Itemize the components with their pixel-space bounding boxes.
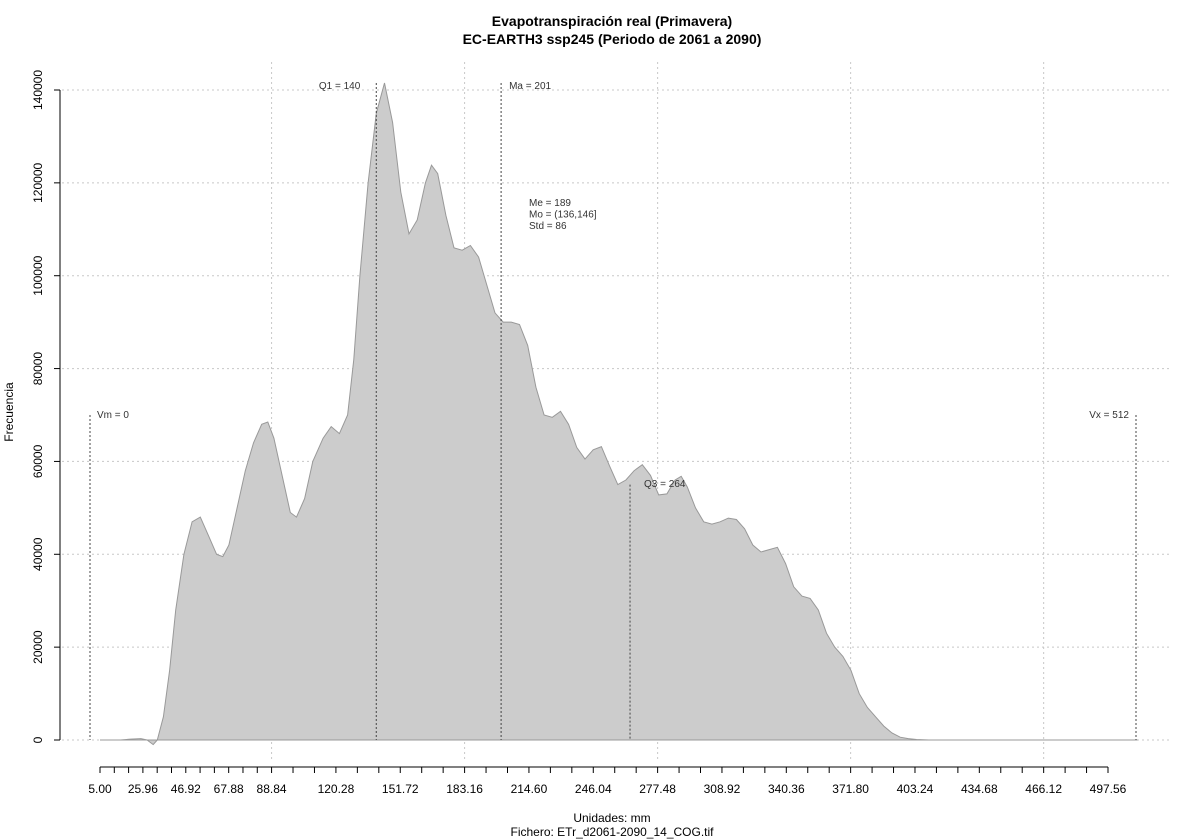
vline-label-q3: Q3 = 264 bbox=[644, 479, 686, 490]
axis-layer: 0 20000 40000 60000 80000 100000 120000 140000 5… bbox=[31, 70, 1127, 796]
x-tick-label-2: 46.92 bbox=[171, 782, 201, 796]
x-tick-label-4: 88.84 bbox=[257, 782, 287, 796]
vline-label-vx: Vx = 512 bbox=[1089, 410, 1129, 421]
density-area bbox=[100, 82, 1138, 746]
chart-subtitle: EC-EARTH3 ssp245 (Periodo de 2061 a 2090… bbox=[463, 31, 762, 47]
y-tick-label-0: 0 bbox=[31, 736, 45, 743]
y-tick-label-2: 40000 bbox=[31, 537, 45, 571]
stat-1: Mo = (136,146] bbox=[529, 210, 597, 221]
stat-2: Std = 86 bbox=[529, 221, 567, 232]
area-layer bbox=[100, 82, 1138, 746]
x-tick-label-15: 434.68 bbox=[961, 782, 998, 796]
x-tick-label-17: 497.56 bbox=[1090, 782, 1127, 796]
x-tick-label-1: 25.96 bbox=[128, 782, 158, 796]
x-tick-label-0: 5.00 bbox=[88, 782, 112, 796]
vline-label-q1: Q1 = 140 bbox=[319, 81, 361, 92]
x-tick-label-14: 403.24 bbox=[897, 782, 934, 796]
y-axis-label: Frecuencia bbox=[2, 382, 16, 442]
x-tick-label-9: 246.04 bbox=[575, 782, 612, 796]
x-tick-label-16: 466.12 bbox=[1025, 782, 1062, 796]
file-label: Fichero: ETr_d2061-2090_14_COG.tif bbox=[511, 825, 715, 839]
y-tick-label-6: 120000 bbox=[31, 163, 45, 203]
vline-label-ma: Ma = 201 bbox=[509, 81, 551, 92]
chart-title: Evapotranspiración real (Primavera) bbox=[492, 13, 732, 29]
x-tick-label-7: 183.16 bbox=[446, 782, 483, 796]
y-tick-label-1: 20000 bbox=[31, 630, 45, 664]
y-tick-label-3: 60000 bbox=[31, 444, 45, 478]
x-tick-label-11: 308.92 bbox=[704, 782, 741, 796]
y-tick-label-7: 140000 bbox=[31, 70, 45, 110]
vline-label-vm: Vm = 0 bbox=[97, 410, 129, 421]
x-tick-label-12: 340.36 bbox=[768, 782, 805, 796]
x-tick-label-3: 67.88 bbox=[214, 782, 244, 796]
x-tick-label-8: 214.60 bbox=[511, 782, 548, 796]
x-tick-label-13: 371.80 bbox=[832, 782, 869, 796]
stat-0: Me = 189 bbox=[529, 198, 571, 209]
reference-lines-layer: Vm = 0 Q1 = 140 Ma = 201 Q3 = 264 Vx = 512 bbox=[89, 81, 1137, 740]
x-tick-label-5: 120.28 bbox=[318, 782, 355, 796]
x-tick-label-10: 277.48 bbox=[639, 782, 676, 796]
y-tick-label-5: 100000 bbox=[31, 255, 45, 295]
x-tick-label-6: 151.72 bbox=[382, 782, 419, 796]
x-axis-label: Unidades: mm bbox=[573, 811, 650, 825]
y-tick-label-4: 80000 bbox=[31, 352, 45, 386]
